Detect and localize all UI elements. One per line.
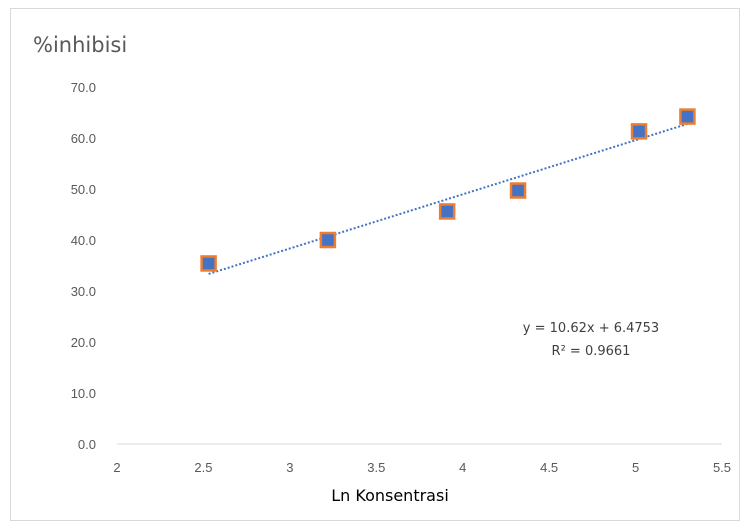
x-tick-label: 4: [459, 460, 466, 475]
y-tick-label: 20.0: [71, 335, 96, 350]
x-tick-label: 5.5: [713, 460, 731, 475]
y-tick-label: 10.0: [71, 386, 96, 401]
y-tick-label: 0.0: [78, 437, 96, 452]
y-tick-label: 50.0: [71, 182, 96, 197]
x-tick-label: 5: [632, 460, 639, 475]
data-point: [319, 231, 337, 249]
data-point: [630, 123, 648, 140]
y-tick-label: 30.0: [71, 284, 96, 299]
x-tick-label: 2.5: [194, 460, 212, 475]
y-tick-label: 40.0: [71, 233, 96, 248]
chart-title: %inhibisi: [33, 33, 128, 57]
trendline: [208, 122, 688, 275]
trendline-equation: y = 10.62x + 6.4753 R² = 0.9661: [496, 317, 686, 363]
data-point: [679, 108, 696, 125]
chart-frame: [10, 8, 740, 521]
r-squared-label: R² = 0.9661: [551, 344, 631, 359]
y-tick-label: 70.0: [71, 80, 96, 95]
x-tick-label: 4.5: [540, 460, 558, 475]
data-point: [200, 255, 217, 272]
x-tick-label: 2: [113, 460, 120, 475]
x-axis-label: Ln Konsentrasi: [331, 486, 449, 505]
x-tick-label: 3.5: [367, 460, 385, 475]
data-point: [438, 203, 456, 220]
data-point: [509, 182, 527, 199]
equation-label: y = 10.62x + 6.4753: [522, 321, 660, 336]
x-tick-label: 3: [286, 460, 293, 475]
y-tick-label: 60.0: [71, 131, 96, 146]
